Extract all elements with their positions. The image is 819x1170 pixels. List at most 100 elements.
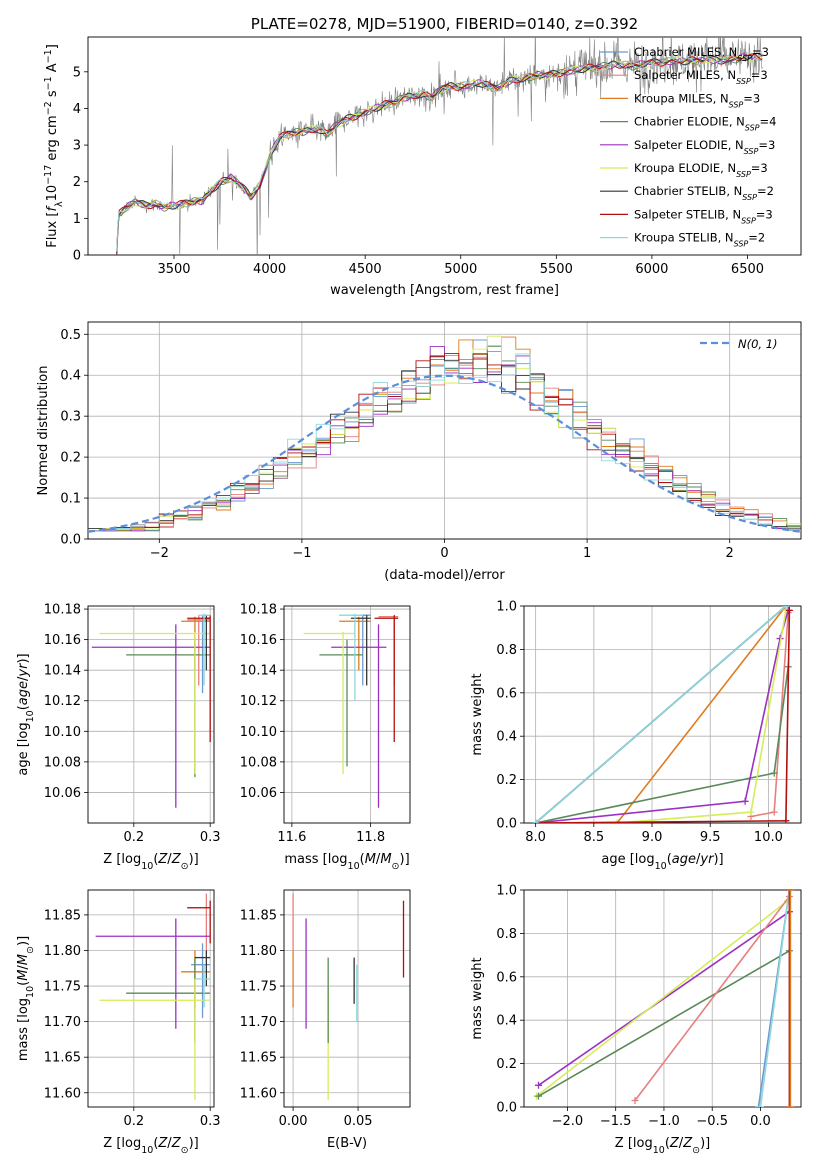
y-tick-label: 11.70 xyxy=(44,1015,81,1030)
axes-frame xyxy=(87,36,802,256)
errorbar-plot-area xyxy=(95,893,211,1100)
axes-frame xyxy=(87,889,215,1108)
y-tick-label: 1.0 xyxy=(496,884,517,899)
gaussian-curve xyxy=(88,374,801,533)
x-axis-label: (data-model)/error xyxy=(384,568,505,583)
weight-line-chabrier_elodie xyxy=(538,950,790,1097)
weight-marker xyxy=(534,1092,542,1100)
x-axis-label: age [log10(age/yr)] xyxy=(601,852,723,872)
y-tick-label: 0.0 xyxy=(496,817,517,832)
x-tick-label: 9.5 xyxy=(700,830,721,845)
x-tick-label: 2 xyxy=(726,546,734,561)
weight-marker xyxy=(613,819,621,823)
x-tick-label: 0.0 xyxy=(750,1114,771,1129)
legend-entry: Chabrier ELODIE, NSSP=4 xyxy=(634,115,776,133)
legend: Chabrier MILES, NSSP=3 Salpeter MILES, NS… xyxy=(600,45,776,248)
axes-frame xyxy=(283,889,411,1108)
y-tick-label: 11.80 xyxy=(44,944,81,959)
y-tick-label: 10.16 xyxy=(240,633,277,648)
histogram-chabrier_stelib xyxy=(88,353,801,531)
x-axis-label: E(B-V) xyxy=(327,1136,367,1151)
x-tick-label: −1.5 xyxy=(600,1114,632,1129)
y-tick-label: 10.10 xyxy=(240,725,277,740)
weight-marker xyxy=(786,1103,794,1107)
weight-plot-area xyxy=(533,890,794,1107)
weight-marker xyxy=(532,819,540,823)
chart-age-mass: 11.6 11.8 10.06 10.08 10.10 10.12 10.14 10.16 10… xyxy=(240,603,411,872)
residual-plot-area xyxy=(88,335,801,533)
legend-entry: Chabrier STELIB, NSSP=2 xyxy=(634,184,774,202)
x-tick-label: 0.00 xyxy=(279,1114,308,1129)
x-tick-label: 11.6 xyxy=(277,830,306,845)
weight-line-salpeter_stelib xyxy=(535,610,791,823)
chart-mass-ebv: 0.00 0.05 11.60 11.65 11.70 11.75 11.80 11.85 E(… xyxy=(240,889,411,1151)
x-tick-label: 0.2 xyxy=(123,830,144,845)
y-tick-label: 2 xyxy=(73,175,81,190)
model-line-kroupa_stelib xyxy=(116,54,763,252)
y-tick-label: 11.60 xyxy=(240,1086,277,1101)
y-tick-label: 0.4 xyxy=(496,1014,517,1029)
y-axis-label: Flux [fλ10−17 erg cm−2 s−1 A−1] xyxy=(43,44,65,248)
y-tick-label: 5 xyxy=(73,65,81,80)
y-tick-label: 0.3 xyxy=(60,410,81,425)
axes-frame xyxy=(87,321,802,540)
y-axis-label: age [log10(age/yr)] xyxy=(16,653,36,775)
legend-entry: Salpeter MILES, NSSP=3 xyxy=(634,68,768,86)
y-tick-label: 11.65 xyxy=(240,1051,277,1066)
histogram-kroupa_stelib xyxy=(88,353,801,532)
x-tick-label: 5000 xyxy=(444,262,477,277)
legend-entry: Salpeter ELODIE, NSSP=3 xyxy=(634,138,775,156)
weight-marker xyxy=(785,606,793,614)
y-tick-label: 1 xyxy=(73,212,81,227)
x-tick-label: 0.3 xyxy=(200,1114,221,1129)
chart-title: PLATE=0278, MJD=51900, FIBERID=0140, z=0… xyxy=(251,15,638,33)
y-tick-label: 10.14 xyxy=(44,664,81,679)
x-tick-label: 8.0 xyxy=(525,830,546,845)
spectrum-plot-area xyxy=(116,37,763,255)
x-tick-label: 11.8 xyxy=(356,830,385,845)
y-tick-label: 11.75 xyxy=(44,980,81,995)
chart-residuals: −2 −1 0 1 2 0.0 0.1 0.2 0.3 0.4 0.5 N(0, 1) (data-mo… xyxy=(36,321,802,583)
y-tick-label: 0.2 xyxy=(496,1057,517,1072)
y-tick-label: 0.6 xyxy=(496,970,517,985)
weight-marker xyxy=(785,1103,793,1107)
x-tick-label: −1.0 xyxy=(648,1114,680,1129)
y-axis-label: mass [log10(M/M⊙)] xyxy=(16,936,36,1061)
axes-frame xyxy=(523,889,802,1108)
legend-entry: Chabrier MILES, NSSP=3 xyxy=(634,45,769,63)
y-tick-label: 10.06 xyxy=(44,786,81,801)
x-axis-label: mass [log10(M/M⊙)] xyxy=(284,852,409,872)
x-tick-label: 6000 xyxy=(635,262,668,277)
weight-marker xyxy=(755,1103,763,1107)
weight-marker xyxy=(770,769,778,777)
weight-marker xyxy=(786,890,794,894)
axes-frame xyxy=(523,605,802,824)
weight-marker xyxy=(770,808,778,816)
histogram-chabrier_elodie xyxy=(88,345,801,532)
y-axis-label: mass weight xyxy=(470,673,485,755)
errorbar-plot-area xyxy=(303,613,399,808)
y-tick-label: 11.80 xyxy=(240,944,277,959)
weight-marker xyxy=(747,808,755,816)
weight-marker xyxy=(782,606,790,610)
weight-marker xyxy=(785,890,793,894)
y-axis-label: mass weight xyxy=(470,957,485,1039)
y-axis-label: Normed distribution xyxy=(36,366,51,496)
axes-frame xyxy=(87,605,215,824)
x-axis-label: Z [log10(Z/Z⊙)] xyxy=(103,1136,198,1156)
x-tick-label: 8.5 xyxy=(583,830,604,845)
histogram-salpeter_stelib xyxy=(88,352,801,532)
y-tick-label: 10.12 xyxy=(44,694,81,709)
y-tick-label: 11.85 xyxy=(240,908,277,923)
weight-line-kroupa_elodie xyxy=(536,900,788,1097)
x-tick-label: 3500 xyxy=(157,262,190,277)
y-tick-label: 0.0 xyxy=(60,533,81,548)
chart-age-z: 0.2 0.3 10.06 10.08 10.10 10.12 10.14 10.16 10.1… xyxy=(16,603,221,872)
y-tick-label: 0.6 xyxy=(496,686,517,701)
y-tick-label: 3 xyxy=(73,139,81,154)
x-tick-label: 4000 xyxy=(253,262,286,277)
x-tick-label: 4500 xyxy=(349,262,382,277)
weight-line-salpeter_miles xyxy=(634,896,791,1101)
weight-marker xyxy=(756,1103,764,1107)
